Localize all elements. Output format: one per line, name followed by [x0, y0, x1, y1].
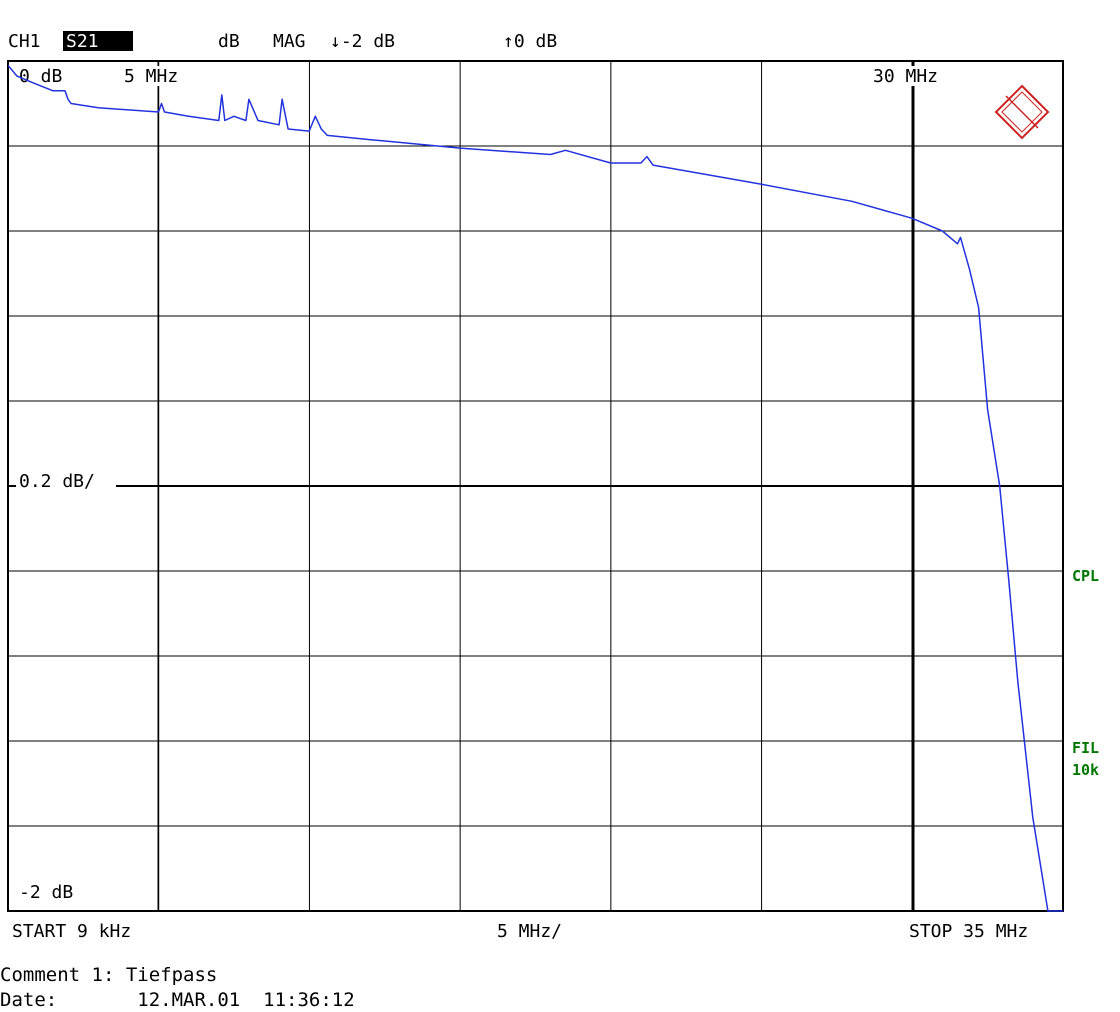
frequency-scale: 5 MHz/ — [497, 921, 562, 942]
top-left-label: 0 dB — [19, 66, 62, 87]
marker-left-bg — [122, 66, 196, 86]
channel-label: CH1 — [8, 31, 41, 52]
parameter-highlight — [63, 31, 133, 51]
ref-high-label: ↑0 dB — [503, 31, 557, 52]
comment-line: Comment 1: Tiefpass — [0, 966, 217, 985]
parameter-label: S21 — [66, 31, 99, 52]
comment-value: Tiefpass — [125, 964, 218, 986]
filter-value: 10k — [1072, 761, 1099, 779]
coupling-label: CPL — [1072, 567, 1099, 585]
scale-label: 0.2 dB/ — [19, 471, 95, 492]
grid — [7, 60, 1064, 912]
format-label: MAG — [273, 31, 306, 52]
scale-label-bg — [16, 472, 116, 492]
marker-label-5mhz: 5 MHz — [124, 66, 178, 87]
unit-label: dB — [218, 31, 240, 52]
ref-low-label: ↓-2 dB — [330, 31, 395, 52]
date-line: Date: 12.MAR.01 11:36:12 — [0, 991, 355, 1010]
stop-frequency: STOP 35 MHz — [909, 921, 1028, 942]
rohde-schwarz-logo-icon — [994, 84, 1050, 140]
trace-line-s21 — [7, 64, 1063, 912]
date-value: 12.MAR.01 — [137, 989, 241, 1011]
marker-right-bg — [870, 66, 958, 86]
marker-label-30mhz: 30 MHz — [873, 66, 938, 87]
trace-layer — [7, 64, 1063, 912]
filter-label: FIL — [1072, 739, 1099, 757]
comment-label: Comment 1: — [0, 964, 115, 986]
date-label: Date: — [0, 989, 58, 1011]
time-value: 11:36:12 — [263, 989, 355, 1011]
start-frequency: START 9 kHz — [12, 921, 131, 942]
bottom-left-label: -2 dB — [19, 882, 73, 903]
